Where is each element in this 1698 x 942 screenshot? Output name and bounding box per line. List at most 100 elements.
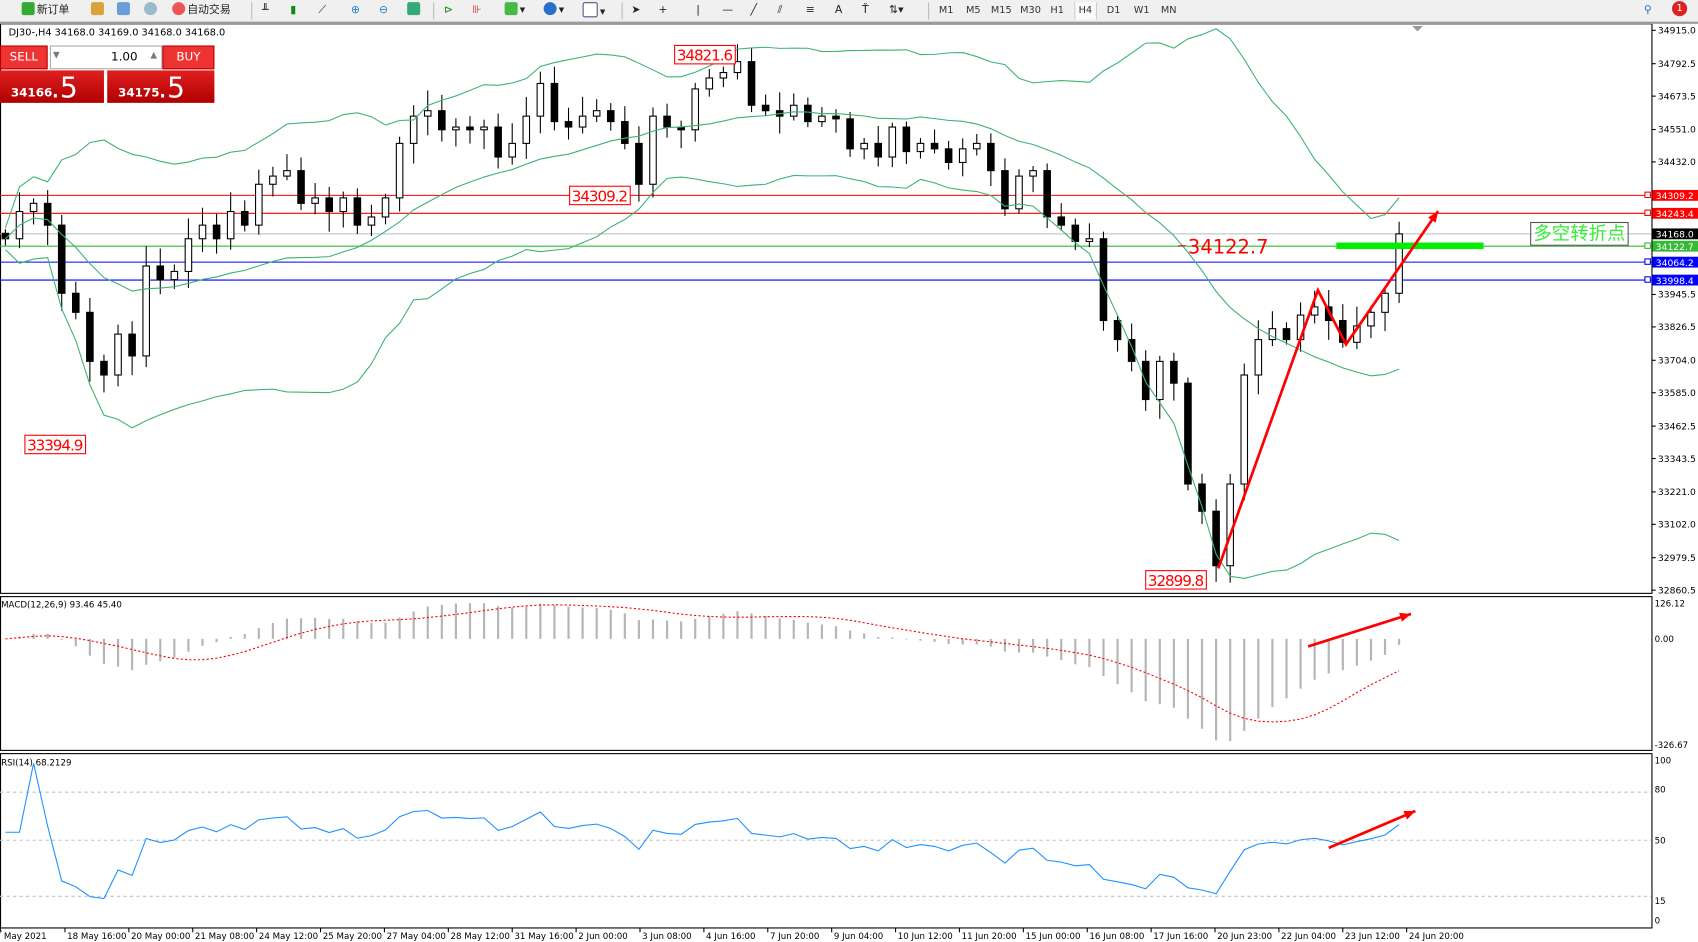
candle[interactable] — [705, 77, 714, 90]
pivot-bar[interactable] — [1336, 242, 1484, 250]
pivot-annotation[interactable]: 多空转折点 — [1530, 221, 1629, 246]
candle[interactable] — [832, 115, 840, 120]
timeframe-m15[interactable]: M15 — [990, 5, 1012, 17]
candle[interactable] — [550, 82, 559, 123]
candle[interactable] — [43, 202, 52, 226]
candle[interactable] — [691, 88, 700, 131]
line-handle[interactable] — [1644, 191, 1651, 199]
crosshair-tool[interactable]: + — [658, 2, 667, 19]
cursor-tool[interactable]: ➤ — [631, 2, 640, 19]
bid-price-button[interactable]: 34166.5 — [0, 70, 104, 105]
candle[interactable] — [944, 148, 953, 164]
candle[interactable] — [128, 333, 136, 357]
candle[interactable] — [86, 311, 94, 362]
candle[interactable] — [395, 142, 404, 199]
candle[interactable] — [860, 142, 868, 150]
timeframe-d1[interactable]: D1 — [1106, 5, 1121, 17]
candle[interactable] — [846, 118, 854, 150]
candle[interactable] — [184, 238, 193, 273]
candle[interactable] — [1127, 339, 1136, 362]
fibonacci-tool[interactable]: ≡ — [806, 2, 815, 19]
text-tool[interactable]: A — [835, 2, 842, 19]
timeframe-h4[interactable]: H4 — [1074, 2, 1097, 20]
candle[interactable] — [1184, 382, 1192, 485]
candle[interactable] — [1085, 238, 1094, 243]
trendline-tool[interactable]: ╱ — [750, 2, 757, 19]
candle[interactable] — [1254, 339, 1263, 376]
increase-lot-button[interactable]: ▲ — [150, 49, 158, 60]
candle[interactable] — [381, 197, 390, 218]
candle[interactable] — [339, 197, 348, 213]
candle[interactable] — [888, 126, 897, 158]
candle[interactable] — [325, 197, 333, 213]
candle[interactable] — [1029, 170, 1037, 177]
candle[interactable] — [635, 142, 643, 185]
candle[interactable] — [592, 110, 601, 117]
vertical-line-tool[interactable]: | — [696, 2, 700, 19]
macd-arrow[interactable] — [1307, 612, 1412, 648]
candle[interactable] — [972, 142, 981, 150]
navigator-button[interactable] — [116, 2, 132, 19]
candle[interactable] — [930, 142, 939, 150]
candle[interactable] — [789, 104, 798, 117]
line-handle[interactable] — [1644, 258, 1651, 265]
new-order-button[interactable]: 新订单 — [21, 2, 69, 19]
tile-windows-button[interactable] — [407, 2, 422, 19]
candle[interactable] — [522, 115, 531, 144]
candle[interactable] — [564, 121, 573, 128]
horizontal-line-tool[interactable]: — — [722, 2, 733, 19]
candle[interactable] — [142, 265, 150, 357]
candle[interactable] — [353, 197, 362, 226]
candle[interactable] — [409, 115, 418, 144]
candle[interactable] — [480, 126, 488, 131]
candle[interactable] — [958, 148, 967, 164]
candle[interactable] — [719, 72, 728, 79]
candle[interactable] — [761, 104, 770, 112]
candle[interactable] — [29, 202, 38, 213]
zoom-in-button[interactable]: ⊕ — [351, 2, 360, 19]
candle[interactable] — [747, 61, 756, 106]
arrows-tool[interactable]: ⇅▾ — [889, 4, 904, 17]
candle[interactable] — [1113, 319, 1122, 341]
candle[interactable] — [212, 224, 221, 240]
candle[interactable] — [1141, 360, 1150, 401]
candle[interactable] — [423, 110, 432, 117]
candle[interactable] — [1043, 170, 1051, 218]
channel-tool[interactable]: ⫽ — [778, 2, 783, 19]
candle[interactable] — [255, 183, 263, 226]
candle[interactable] — [226, 210, 235, 240]
candle[interactable] — [1282, 328, 1291, 341]
candle[interactable] — [733, 61, 742, 74]
search-button[interactable]: ⚲ — [1644, 2, 1652, 19]
auto-trading-button[interactable]: 自动交易 — [172, 2, 231, 19]
line-handle[interactable] — [1644, 276, 1651, 283]
timeframe-m1[interactable]: M1 — [938, 5, 954, 17]
candle[interactable] — [902, 126, 911, 153]
candle[interactable] — [1057, 216, 1066, 226]
candle[interactable] — [438, 110, 446, 131]
text-label-tool[interactable]: Ť — [862, 2, 869, 19]
templates-button[interactable]: ▾ — [582, 2, 605, 19]
candle[interactable] — [283, 170, 291, 177]
candle[interactable] — [1212, 510, 1220, 567]
timeframe-m5[interactable]: M5 — [965, 5, 981, 17]
candle[interactable] — [1155, 360, 1164, 401]
market-watch-button[interactable] — [90, 2, 106, 19]
line-handle[interactable] — [1644, 242, 1651, 249]
candle[interactable] — [156, 265, 165, 281]
candle[interactable] — [100, 360, 108, 376]
candle[interactable] — [578, 115, 587, 128]
candle[interactable] — [818, 115, 826, 123]
candle[interactable] — [114, 333, 122, 376]
candle[interactable] — [663, 115, 671, 128]
candle[interactable] — [1071, 224, 1080, 243]
candle[interactable] — [536, 82, 545, 117]
candle[interactable] — [269, 175, 277, 185]
sell-button[interactable]: SELL — [0, 45, 48, 70]
candle[interactable] — [916, 142, 925, 153]
indicators-button[interactable]: ▾ — [504, 2, 525, 19]
candle[interactable] — [452, 126, 460, 131]
trend-arrow[interactable] — [1216, 210, 1440, 569]
candle[interactable] — [987, 142, 995, 172]
timeframe-h1[interactable]: H1 — [1050, 5, 1064, 17]
